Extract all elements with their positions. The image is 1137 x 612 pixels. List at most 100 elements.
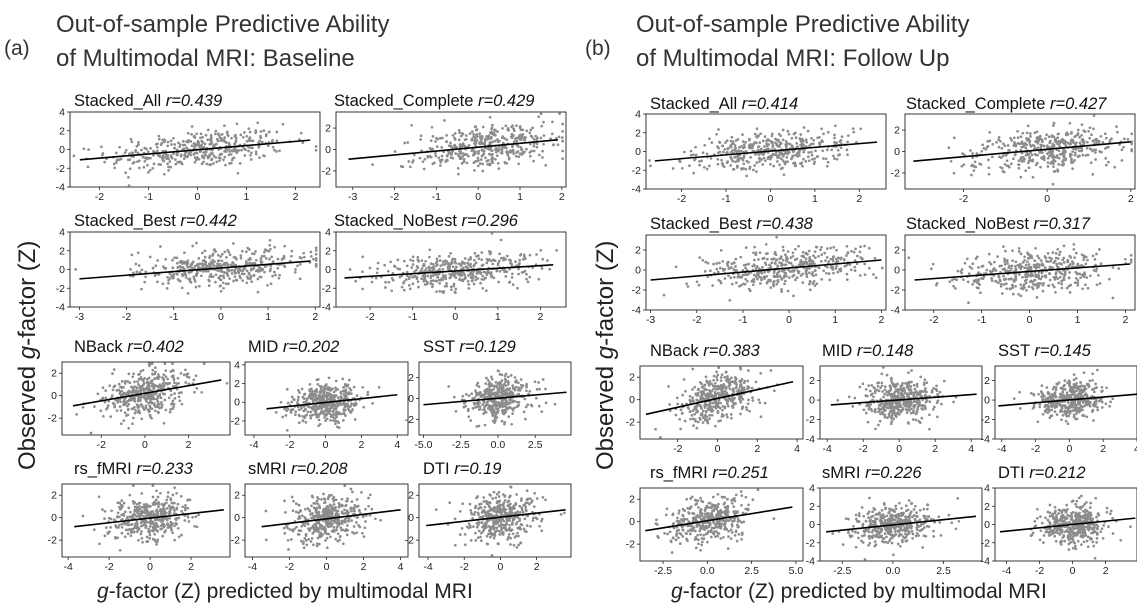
data-point <box>173 143 177 146</box>
data-point <box>299 509 302 512</box>
data-point <box>512 543 516 547</box>
data-point <box>481 403 484 406</box>
data-point <box>557 135 561 139</box>
data-point <box>802 157 805 161</box>
y-tick-label: 2 <box>635 127 641 139</box>
data-point <box>464 393 468 396</box>
data-point <box>731 168 735 171</box>
data-point <box>517 386 521 390</box>
data-point <box>127 176 130 179</box>
data-point <box>352 402 355 406</box>
data-point <box>180 402 184 406</box>
data-point <box>499 380 502 384</box>
data-point <box>310 537 314 540</box>
data-point <box>336 513 340 517</box>
data-point <box>490 274 494 278</box>
regression-line <box>261 509 401 528</box>
subplot-r: r=0.148 <box>856 342 914 360</box>
data-point <box>323 390 326 393</box>
x-tick-label: -1 <box>721 193 730 205</box>
data-point <box>172 369 175 373</box>
data-point <box>137 373 140 376</box>
data-point <box>144 505 147 508</box>
data-point <box>184 504 187 507</box>
data-point <box>146 163 149 167</box>
data-point <box>175 256 179 260</box>
subplot-title: NBack r=0.383 <box>650 342 760 361</box>
data-point <box>405 274 409 278</box>
data-point <box>518 134 522 137</box>
data-point <box>151 484 155 488</box>
data-point <box>338 538 341 542</box>
data-point <box>173 524 176 528</box>
data-point <box>492 490 496 494</box>
data-point <box>349 388 353 392</box>
subplot-title: MID r=0.202 <box>248 338 339 357</box>
data-point <box>154 521 158 525</box>
data-point <box>747 138 751 142</box>
data-point <box>522 527 526 531</box>
data-point <box>544 164 548 167</box>
y-tick-label: 2 <box>408 372 414 384</box>
data-point <box>157 134 161 138</box>
data-point <box>271 145 275 149</box>
data-point <box>540 124 544 128</box>
data-point <box>234 256 237 259</box>
data-point <box>544 498 547 502</box>
data-point <box>498 394 502 398</box>
data-point <box>293 413 297 417</box>
data-point <box>185 373 188 376</box>
data-point <box>166 526 170 529</box>
data-point <box>239 276 242 280</box>
data-point <box>127 402 131 406</box>
data-point <box>276 266 280 270</box>
subplot-title: MID r=0.148 <box>822 342 913 361</box>
data-point <box>159 386 163 390</box>
data-point <box>277 276 281 280</box>
data-point <box>183 519 187 522</box>
data-point <box>805 140 809 144</box>
data-point <box>322 492 325 496</box>
data-point <box>268 257 271 261</box>
data-point <box>344 388 348 391</box>
data-point <box>113 404 117 408</box>
data-point <box>296 264 299 268</box>
data-point <box>478 140 482 144</box>
data-point <box>152 149 155 153</box>
data-point <box>164 381 168 385</box>
data-point <box>451 133 455 137</box>
data-point <box>162 172 166 176</box>
data-point <box>162 522 166 526</box>
data-point <box>137 264 141 267</box>
data-point <box>449 275 453 279</box>
data-point <box>162 155 166 159</box>
data-point <box>507 128 511 132</box>
data-point <box>361 531 364 535</box>
data-point <box>475 383 479 387</box>
data-point <box>523 503 527 506</box>
data-point <box>503 391 507 394</box>
data-point <box>496 404 500 407</box>
data-point <box>212 154 216 158</box>
data-point <box>506 518 510 522</box>
data-point <box>839 146 843 150</box>
data-point <box>492 385 496 388</box>
data-point <box>726 160 730 163</box>
data-point <box>541 257 545 261</box>
subplot-title: Stacked_Best r=0.442 <box>74 212 237 231</box>
data-point <box>172 402 176 406</box>
data-point <box>402 288 406 292</box>
data-point <box>296 401 299 404</box>
data-point <box>171 399 175 403</box>
data-point <box>497 529 501 533</box>
data-point <box>120 531 124 535</box>
data-point <box>229 153 233 156</box>
data-point <box>683 150 686 154</box>
data-point <box>493 534 497 537</box>
data-point <box>283 244 286 248</box>
data-point <box>440 154 444 158</box>
data-point <box>164 375 168 378</box>
data-point <box>453 260 457 264</box>
data-point <box>207 284 211 288</box>
data-point <box>141 406 145 409</box>
